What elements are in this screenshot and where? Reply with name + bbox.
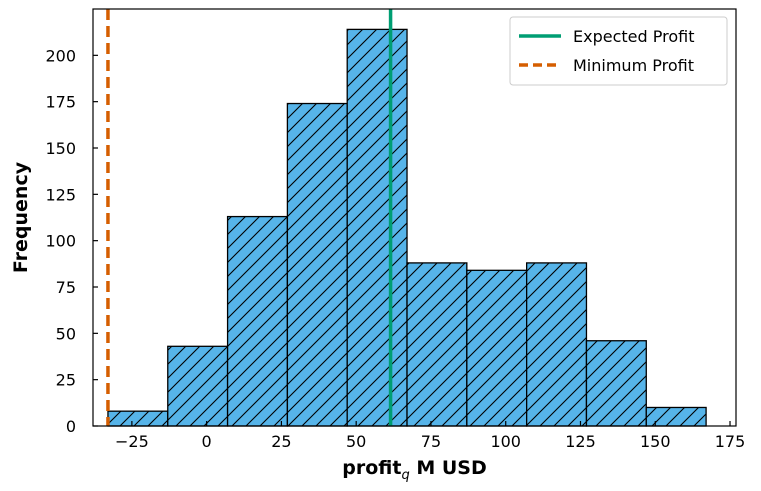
x-tick-label-8: 175: [715, 432, 746, 451]
y-tick-label-2: 50: [56, 324, 76, 343]
histogram-bar-outline-2: [226, 215, 289, 427]
legend-label-minimum-profit: Minimum Profit: [573, 56, 694, 75]
x-tick-label-2: 25: [271, 432, 291, 451]
x-axis-title-rest: M USD: [410, 457, 487, 479]
y-axis-ticks: 0 25 50 75 100 125 150 175 200: [45, 46, 98, 436]
legend: Expected Profit Minimum Profit: [509, 16, 728, 86]
reference-lines-layer: [106, 9, 393, 426]
histogram-bar-outline-3: [286, 102, 348, 427]
y-axis-title: Frequency: [10, 161, 32, 273]
histogram-bar-outline-8: [585, 340, 647, 427]
y-tick-label-6: 150: [45, 139, 76, 158]
x-tick-label-5: 100: [490, 432, 521, 451]
histogram-bar-outline-0: [107, 410, 169, 427]
x-tick-label-6: 125: [565, 432, 596, 451]
y-tick-label-3: 75: [56, 278, 76, 297]
x-axis-title: profitq M USD: [342, 457, 487, 483]
x-axis-ticks: −25 0 25 50 75 100 125 150 175: [115, 421, 745, 451]
y-tick-label-4: 100: [45, 232, 76, 251]
bars-layer: [107, 28, 707, 427]
histogram-bar-outline-7: [526, 262, 588, 427]
y-tick-label-1: 25: [56, 371, 76, 390]
histogram-bar-outline-5: [406, 262, 468, 427]
x-tick-label-0: −25: [115, 432, 149, 451]
x-tick-label-1: 0: [202, 432, 212, 451]
y-tick-label-7: 175: [45, 93, 76, 112]
y-tick-label-5: 125: [45, 185, 76, 204]
plot-frame: [92, 8, 737, 427]
histogram-bar-outline-4: [346, 28, 408, 427]
x-axis-title-main: profit: [342, 457, 401, 479]
x-tick-label-3: 50: [346, 432, 366, 451]
legend-box: [509, 16, 728, 86]
x-tick-label-4: 75: [421, 432, 441, 451]
histogram-bar-outline-6: [466, 269, 528, 427]
legend-label-expected-profit: Expected Profit: [573, 27, 694, 46]
x-axis-title-subscript: q: [401, 468, 409, 483]
histogram-bar-outline-1: [167, 345, 229, 427]
y-tick-label-0: 0: [66, 417, 76, 436]
x-tick-label-7: 150: [640, 432, 671, 451]
y-tick-label-8: 200: [45, 46, 76, 65]
